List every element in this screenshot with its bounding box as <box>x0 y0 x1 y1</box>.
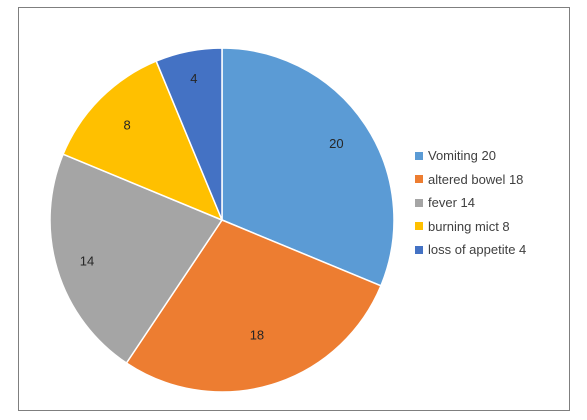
pie-slice-3 <box>62 60 224 222</box>
legend-label-0: Vomiting 20 <box>428 148 496 163</box>
slice-data-label-2: 14 <box>80 253 94 268</box>
legend-label-2: fever 14 <box>428 195 475 210</box>
legend: Vomiting 20 altered bowel 18 fever 14 burni… <box>415 148 526 266</box>
pie-slice-2 <box>49 153 224 365</box>
legend-item-0: Vomiting 20 <box>415 148 526 163</box>
legend-swatch-1 <box>415 175 423 183</box>
slice-data-label-4: 4 <box>190 71 197 86</box>
pie-slice-1 <box>125 219 382 393</box>
legend-swatch-3 <box>415 222 423 230</box>
legend-label-1: altered bowel 18 <box>428 171 524 187</box>
legend-label-3: burning mict 8 <box>428 218 510 234</box>
pie-slice-4 <box>155 47 223 221</box>
slice-data-label-1: 18 <box>250 328 264 343</box>
pie-slice-0 <box>221 47 395 287</box>
legend-item-3: burning mict 8 <box>415 219 526 234</box>
legend-item-4: loss of appetite 4 <box>415 242 526 257</box>
legend-item-1: altered bowel 18 <box>415 172 526 187</box>
legend-swatch-4 <box>415 245 423 254</box>
slice-data-label-0: 20 <box>329 136 343 151</box>
legend-swatch-2 <box>415 198 423 207</box>
legend-item-2: fever 14 <box>415 195 526 210</box>
legend-swatch-0 <box>415 151 423 160</box>
slice-data-label-3: 8 <box>124 118 131 133</box>
legend-label-4: loss of appetite 4 <box>428 242 527 257</box>
